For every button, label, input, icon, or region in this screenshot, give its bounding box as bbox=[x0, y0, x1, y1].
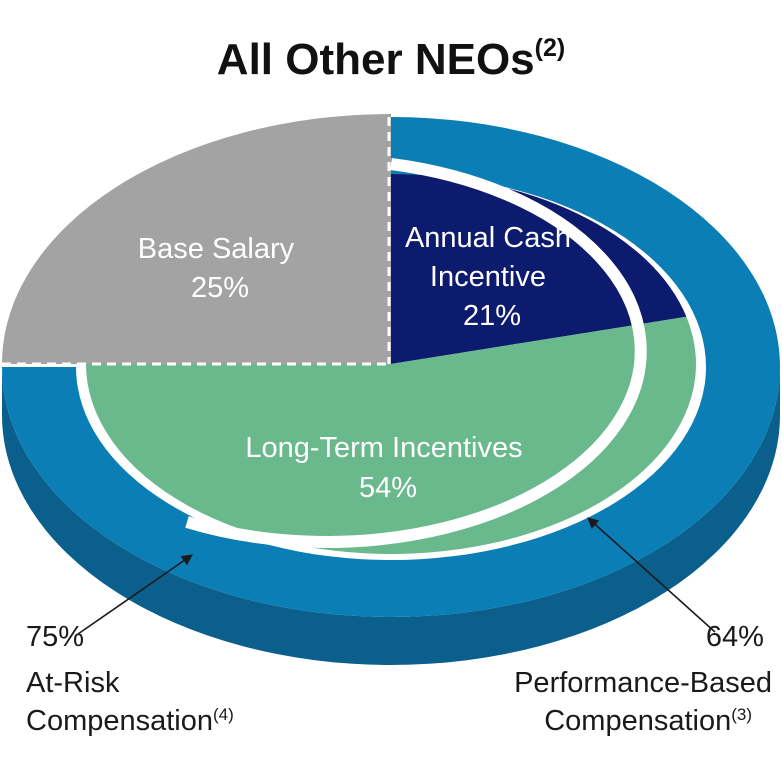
annual-cash-label-line1: Annual Cash bbox=[405, 222, 571, 254]
slice-label-long-term-incentives: Long-Term Incentives 54% bbox=[245, 432, 530, 504]
performance-based-arc bbox=[185, 158, 647, 548]
at-risk-label-line1: At-Risk bbox=[26, 667, 120, 699]
performance-based-label-line2: Compensation bbox=[544, 705, 731, 737]
annual-cash-value: 21% bbox=[463, 300, 521, 332]
long-term-value: 54% bbox=[359, 472, 417, 504]
at-risk-value: 75% bbox=[26, 621, 84, 653]
chart-title: All Other NEOs(2) bbox=[217, 34, 565, 84]
performance-based-value: 64% bbox=[706, 621, 764, 653]
chart-title-footnote: (2) bbox=[535, 34, 566, 62]
slice-base-salary bbox=[2, 114, 391, 364]
annual-cash-label-line2: Incentive bbox=[430, 261, 546, 293]
performance-based-annotation: 64% Performance-Based bbox=[514, 621, 772, 699]
base-salary-value: 25% bbox=[191, 272, 249, 304]
performance-based-footnote: (3) bbox=[731, 705, 752, 724]
base-salary-label: Base Salary bbox=[138, 233, 295, 265]
slice-label-base-salary: Base Salary 25% bbox=[138, 233, 302, 304]
at-risk-arrow bbox=[77, 554, 193, 635]
at-risk-label-line2: Compensation bbox=[26, 705, 213, 737]
slice-label-annual-cash-incentive: Annual Cash Incentive 21% bbox=[405, 222, 579, 332]
ring-side bbox=[2, 367, 780, 665]
slice-annual-cash-incentive bbox=[391, 174, 687, 364]
performance-based-arrow bbox=[587, 517, 716, 633]
performance-based-label-line1: Performance-Based bbox=[514, 667, 772, 699]
chart-title-text: All Other NEOs bbox=[217, 35, 535, 84]
at-risk-footnote: (4) bbox=[213, 705, 234, 724]
at-risk-annotation: 75% At-Risk Compensation(4) bbox=[26, 621, 234, 737]
long-term-label: Long-Term Incentives bbox=[245, 432, 522, 464]
performance-based-annotation-line2: Compensation(3) bbox=[544, 705, 752, 737]
